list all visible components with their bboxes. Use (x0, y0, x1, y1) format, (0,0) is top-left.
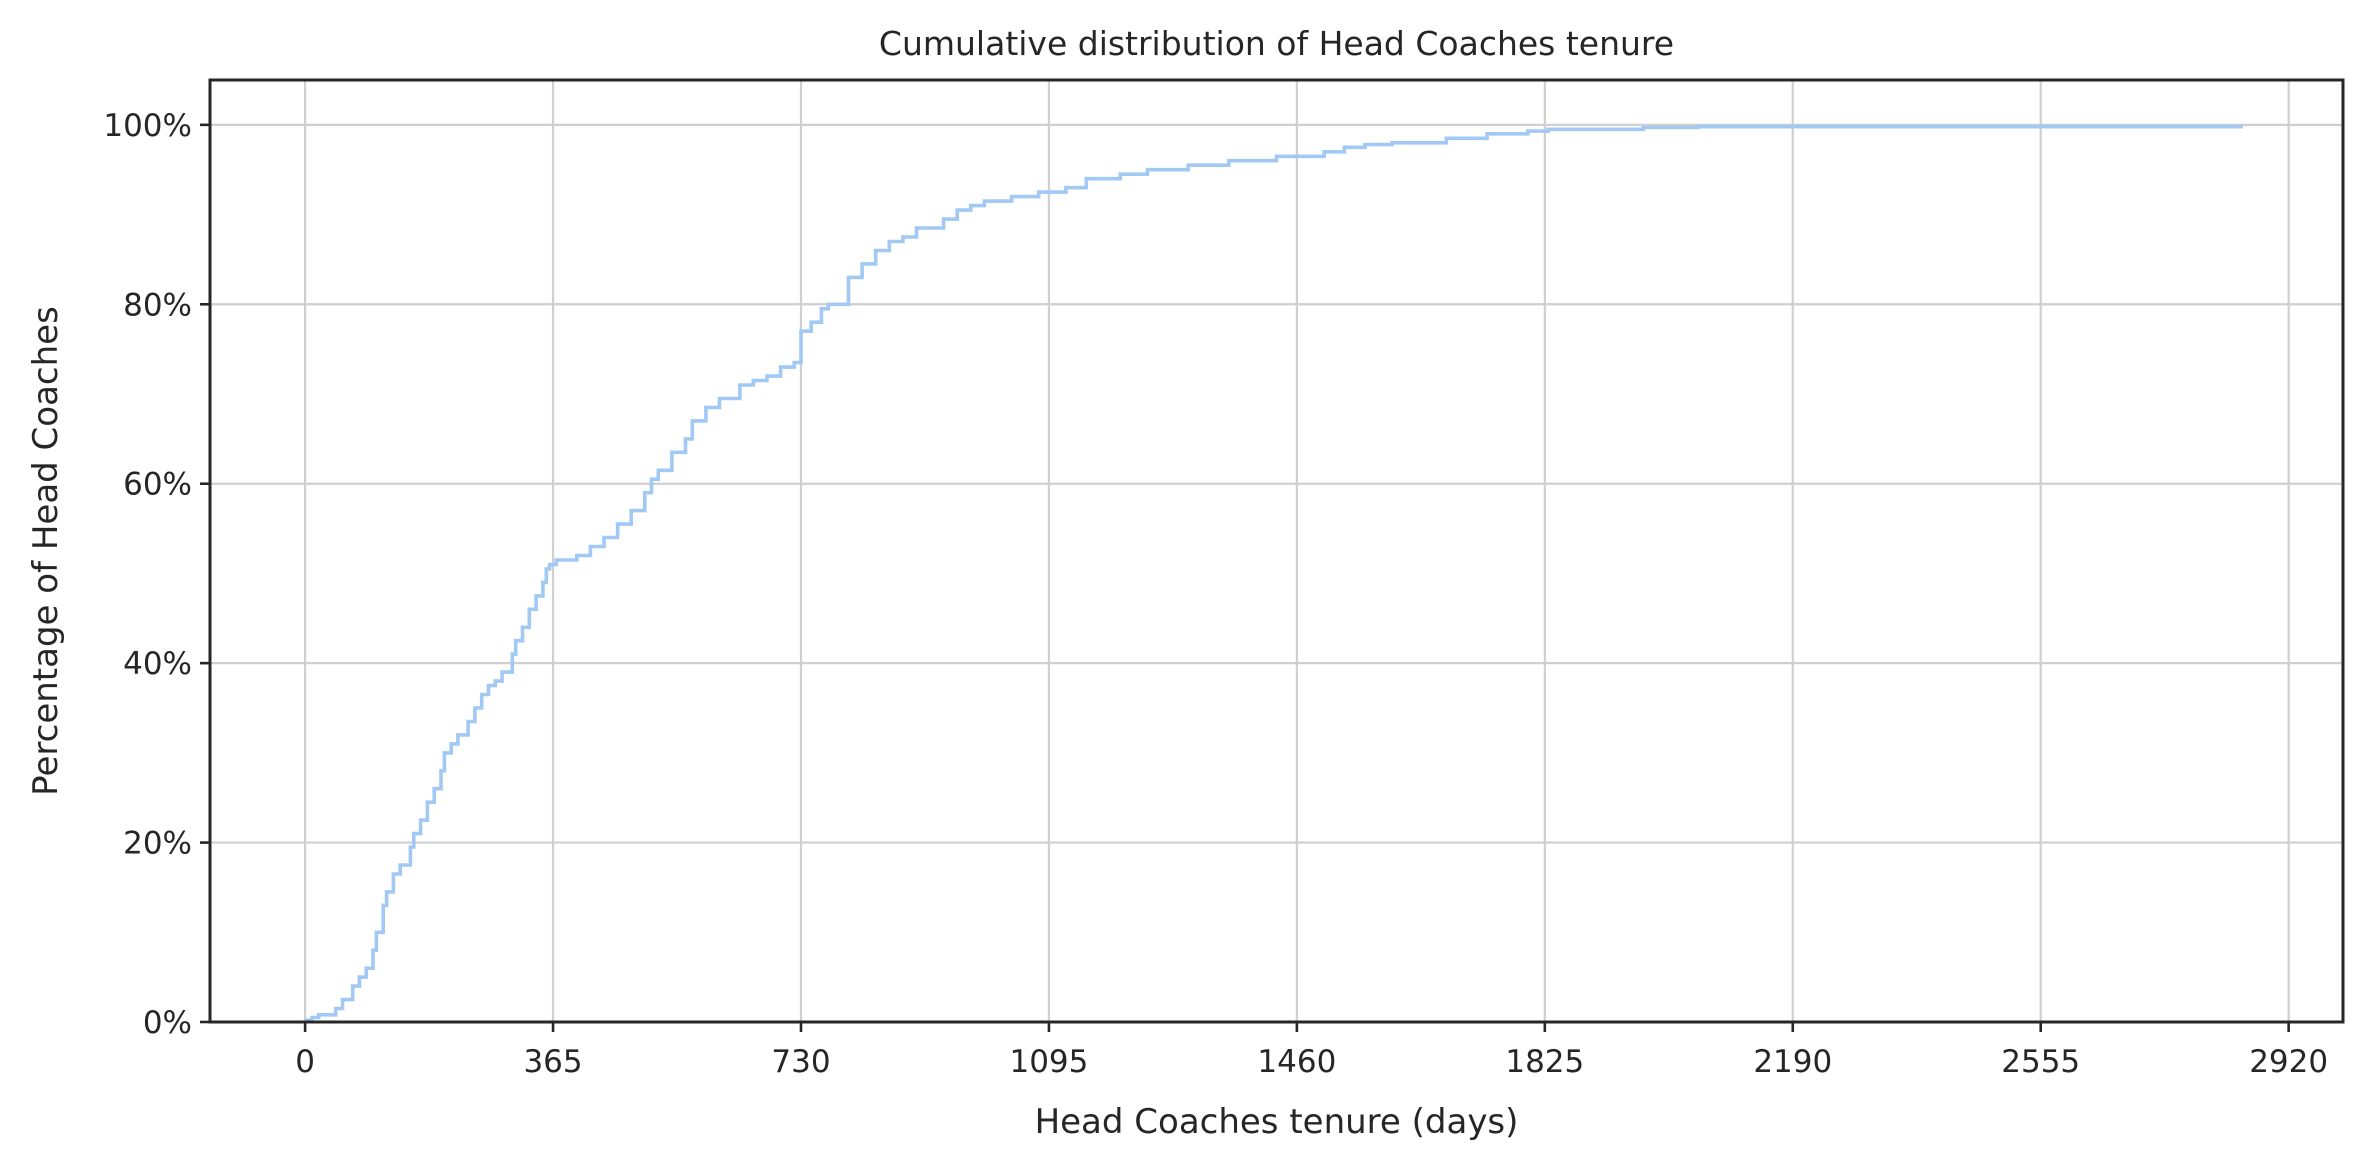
cdf-line (305, 124, 2243, 1022)
x-tick-label: 365 (523, 1044, 582, 1080)
x-tick-label: 2555 (2001, 1044, 2080, 1080)
y-tick-label: 0% (143, 1005, 192, 1041)
plot-frame (208, 78, 2345, 1024)
x-tick-label: 2190 (1753, 1044, 1832, 1080)
x-axis: 0 365 730 1095 1460 1825 2190 2555 2920 (295, 1022, 2328, 1080)
y-tick-label: 80% (123, 287, 192, 323)
y-tick-label: 40% (123, 646, 192, 682)
x-tick-label: 1460 (1257, 1044, 1336, 1080)
x-tick-label: 1825 (1505, 1044, 1584, 1080)
grid (210, 80, 2343, 1024)
y-tick-label: 100% (103, 108, 192, 144)
series-layer (305, 124, 2243, 1022)
x-tick-label: 2920 (2249, 1044, 2328, 1080)
x-tick-label: 730 (771, 1044, 830, 1080)
y-tick-label: 20% (123, 826, 192, 862)
x-tick-label: 0 (295, 1044, 315, 1080)
x-tick-label: 1095 (1009, 1044, 1088, 1080)
chart-title: Cumulative distribution of Head Coaches … (879, 24, 1674, 63)
y-tick-label: 60% (123, 467, 192, 503)
x-axis-label: Head Coaches tenure (days) (1035, 1102, 1519, 1142)
y-axis-label: Percentage of Head Coaches (26, 306, 66, 796)
y-axis: 0% 20% 40% 60% 80% 100% (103, 108, 210, 1041)
